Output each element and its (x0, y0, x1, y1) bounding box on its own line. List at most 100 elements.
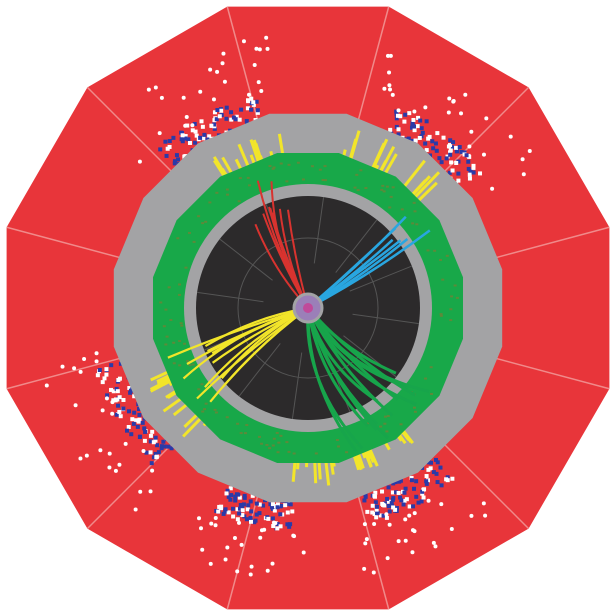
cell-line (313, 197, 325, 264)
hit (396, 108, 401, 113)
hit (113, 398, 118, 403)
hit (275, 502, 280, 507)
ring-hit (203, 408, 207, 411)
hit (288, 502, 293, 507)
hit (420, 130, 425, 135)
ring-hit (245, 424, 249, 427)
hit (229, 117, 234, 122)
hit (466, 153, 471, 158)
hit (82, 356, 87, 361)
hit (248, 515, 253, 520)
ring-hit (225, 188, 229, 191)
hit (407, 513, 412, 518)
hit (466, 166, 471, 171)
ring-hit (213, 408, 217, 411)
hit (217, 114, 222, 119)
hit (372, 511, 377, 516)
ring-hit (449, 308, 453, 311)
ring-hit (314, 452, 318, 455)
hit (237, 495, 242, 500)
hit (224, 105, 229, 110)
ring-hit (272, 166, 276, 169)
ring-hit (335, 439, 339, 442)
hit (111, 398, 116, 403)
hit (229, 493, 234, 498)
ring-hit (192, 240, 196, 243)
hit (381, 513, 386, 518)
hit (490, 186, 495, 191)
hit (253, 518, 258, 523)
hit (416, 115, 421, 120)
hit (230, 506, 235, 511)
hit (471, 163, 476, 168)
ring-hit (215, 191, 219, 194)
ring-hit (279, 434, 283, 437)
hit (137, 406, 142, 411)
hit (521, 172, 526, 177)
cell-line (349, 265, 413, 292)
hit (380, 489, 385, 494)
ring-hit (445, 254, 449, 257)
ring-hit (285, 441, 289, 444)
hit (388, 53, 393, 58)
hit (478, 171, 483, 176)
ring-hit (383, 422, 387, 425)
hit (239, 542, 244, 547)
hit (199, 119, 204, 124)
hit (245, 106, 250, 111)
ring-hit (450, 295, 454, 298)
ring-hit (197, 215, 201, 218)
hit (418, 118, 423, 123)
hit (409, 125, 414, 130)
hit (462, 150, 467, 155)
hit (231, 514, 236, 519)
ring-hit (287, 163, 291, 166)
hit (412, 486, 417, 491)
ring-hit (164, 308, 168, 311)
hit (219, 108, 224, 113)
hit (414, 479, 419, 484)
hit (456, 178, 461, 183)
hit (125, 428, 130, 433)
ring-hit (413, 410, 417, 413)
ring-hit (238, 177, 242, 180)
hit (444, 477, 449, 482)
ring-hit (201, 222, 205, 225)
ring-hit (271, 167, 275, 170)
ring-hit (449, 319, 453, 322)
hit (100, 408, 105, 413)
ring-hit (415, 223, 419, 226)
hit (374, 507, 379, 512)
hit (415, 124, 420, 129)
hit (197, 516, 202, 521)
hit (412, 124, 417, 129)
hit (387, 70, 392, 75)
hit (417, 135, 422, 140)
hit (153, 451, 158, 456)
hit (138, 489, 143, 494)
hit (190, 128, 195, 133)
track (196, 307, 309, 400)
hit (426, 467, 431, 472)
hit (185, 123, 190, 128)
cell-line (197, 291, 264, 303)
hit (387, 83, 392, 88)
hit (398, 495, 403, 500)
hit (435, 460, 440, 465)
hit (288, 522, 293, 527)
hit (390, 92, 395, 97)
ring-hit (285, 180, 289, 183)
hit (236, 520, 241, 525)
hit (456, 159, 461, 164)
hit (450, 476, 455, 481)
hit (126, 409, 131, 414)
ring-hit (260, 442, 264, 445)
hit (410, 120, 415, 125)
ring-hit (226, 193, 230, 196)
hit (199, 526, 204, 531)
hit (249, 96, 254, 101)
hit (132, 410, 137, 415)
hit (386, 499, 391, 504)
hit (149, 461, 154, 466)
